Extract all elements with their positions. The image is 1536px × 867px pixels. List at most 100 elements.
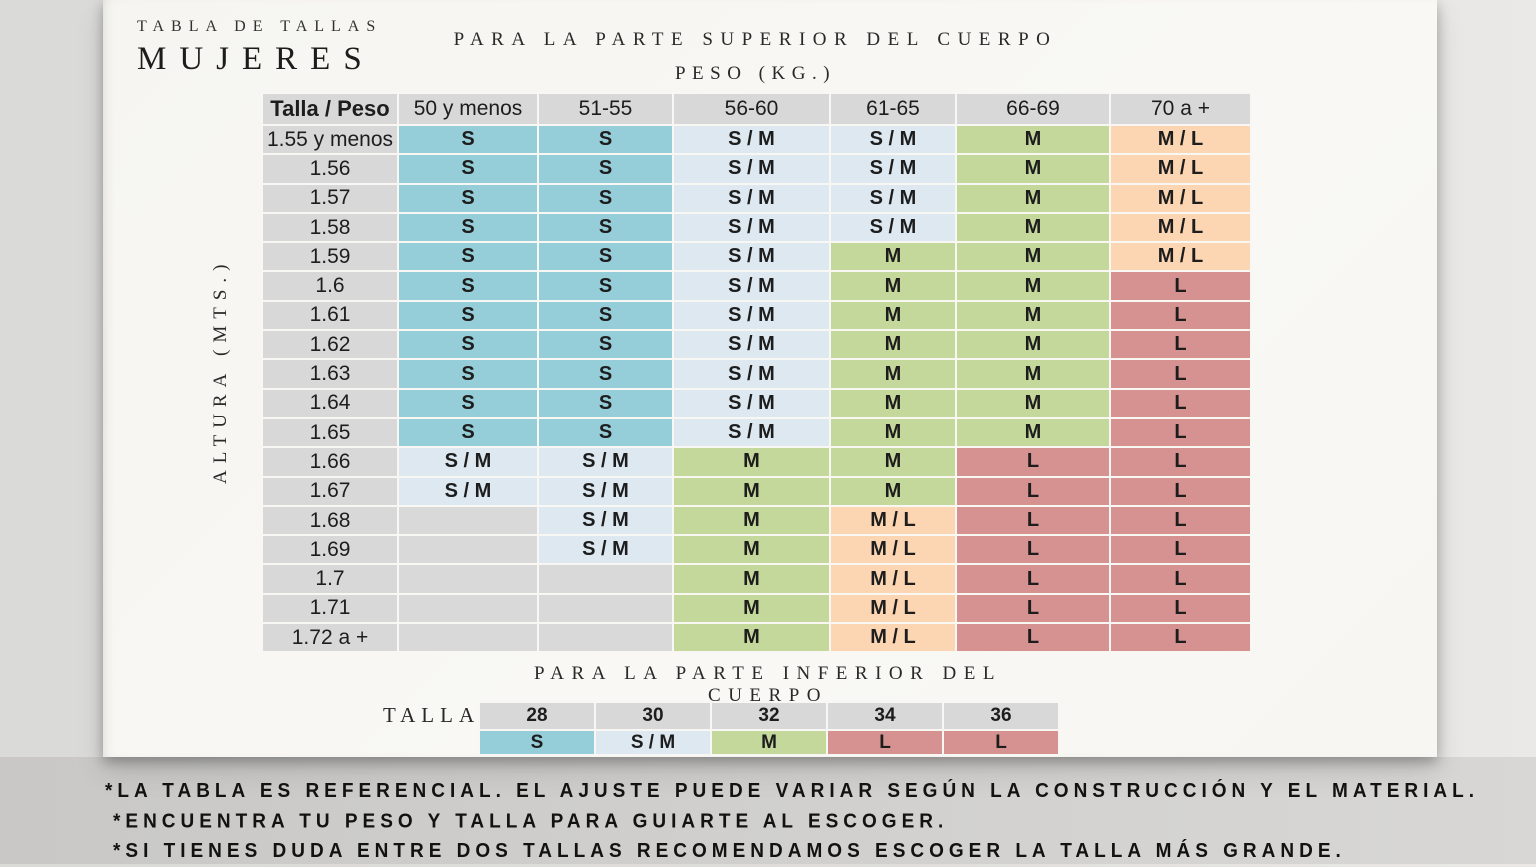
size-cell: M <box>672 592 831 625</box>
size-cell: S <box>537 270 674 302</box>
size-cell: S <box>537 211 674 244</box>
size-cell: M <box>829 241 957 273</box>
size-cell: L <box>955 592 1111 625</box>
upper-size-table: Talla / Peso 50 y menos 51-55 56-60 61-65 66-… <box>261 92 1252 654</box>
size-cell: L <box>955 475 1111 507</box>
size-cell: S <box>537 358 674 390</box>
size-cell: M <box>955 387 1111 419</box>
height-row-label: 1.64 <box>261 387 399 419</box>
talla-column-header: 34 <box>826 701 944 731</box>
size-cell: S / M <box>829 211 957 244</box>
size-cell: M / L <box>1109 182 1252 214</box>
weight-column-header: 70 a + <box>1109 92 1252 126</box>
size-cell: M / L <box>1109 123 1252 156</box>
height-row-label: 1.66 <box>261 446 399 478</box>
empty-cell <box>397 504 539 537</box>
height-row-label: 1.65 <box>261 416 399 449</box>
size-cell: L <box>1109 504 1252 537</box>
size-cell: M <box>955 358 1111 390</box>
height-row-label: 1.67 <box>261 475 399 507</box>
height-row-label: 1.68 <box>261 504 399 537</box>
height-row-label: 1.6 <box>261 270 399 302</box>
weight-column-header: 66-69 <box>955 92 1111 126</box>
size-cell: M / L <box>829 592 957 625</box>
size-cell: L <box>955 534 1111 566</box>
size-cell: S <box>397 211 539 244</box>
size-cell: S / M <box>537 475 674 507</box>
size-cell: S / M <box>397 446 539 478</box>
size-cell: S <box>478 729 596 756</box>
talla-column-header: 32 <box>710 701 828 731</box>
size-cell: L <box>1109 358 1252 390</box>
size-cell: S / M <box>537 504 674 537</box>
size-cell: M <box>955 329 1111 361</box>
size-cell: S / M <box>672 211 831 244</box>
size-cell: L <box>1109 446 1252 478</box>
height-axis-label: ALTURA (MTS.) <box>210 257 231 484</box>
height-row-label: 1.71 <box>261 592 399 625</box>
size-cell: S / M <box>672 241 831 273</box>
height-row-label: 1.63 <box>261 358 399 390</box>
size-cell: M <box>672 563 831 595</box>
size-cell: M / L <box>829 534 957 566</box>
size-cell: M / L <box>829 622 957 654</box>
size-cell: M <box>829 475 957 507</box>
size-cell: L <box>942 729 1060 756</box>
size-cell: M <box>955 416 1111 449</box>
size-cell: S <box>537 241 674 273</box>
size-cell: S <box>397 299 539 332</box>
background-band <box>0 757 1536 864</box>
talla-column-header: 30 <box>594 701 712 731</box>
size-cell: M <box>672 475 831 507</box>
empty-cell <box>397 592 539 625</box>
height-row-label: 1.56 <box>261 153 399 185</box>
size-cell: M / L <box>829 504 957 537</box>
weight-column-header: 56-60 <box>672 92 831 126</box>
size-cell: L <box>1109 387 1252 419</box>
size-cell: L <box>955 622 1111 654</box>
size-cell: M <box>829 446 957 478</box>
size-cell: S <box>397 387 539 419</box>
size-cell: S / M <box>672 299 831 332</box>
size-cell: L <box>955 446 1111 478</box>
size-cell: S / M <box>672 182 831 214</box>
lower-table-label: TALLA <box>383 703 481 727</box>
talla-header-row: 28 30 32 34 36 <box>478 701 1060 731</box>
size-cell: S <box>397 416 539 449</box>
size-cell: M <box>672 446 831 478</box>
size-cell: L <box>1109 299 1252 332</box>
title-block: TABLA DE TALLAS MUJERES <box>137 18 382 78</box>
size-cell: S <box>537 329 674 361</box>
size-cell: M <box>672 504 831 537</box>
weight-column-header: 51-55 <box>537 92 674 126</box>
empty-cell <box>537 622 674 654</box>
height-row-label: 1.55 y menos <box>261 123 399 156</box>
size-cell: L <box>955 504 1111 537</box>
size-cell: L <box>1109 416 1252 449</box>
size-cell: L <box>1109 329 1252 361</box>
size-cell: S <box>397 123 539 156</box>
size-cell: M <box>829 416 957 449</box>
size-cell: S / M <box>537 534 674 566</box>
size-cell: M <box>672 622 831 654</box>
weight-column-header: 61-65 <box>829 92 957 126</box>
footnote: *LA TABLA ES REFERENCIAL. EL AJUSTE PUED… <box>105 780 1480 803</box>
size-cell: L <box>1109 534 1252 566</box>
height-row-label: 1.58 <box>261 211 399 244</box>
height-row-label: 1.59 <box>261 241 399 273</box>
size-cell: S / M <box>829 182 957 214</box>
empty-cell <box>537 592 674 625</box>
size-cell: M <box>955 182 1111 214</box>
size-cell: S / M <box>829 123 957 156</box>
size-cell: L <box>955 563 1111 595</box>
size-cell: M <box>829 358 957 390</box>
